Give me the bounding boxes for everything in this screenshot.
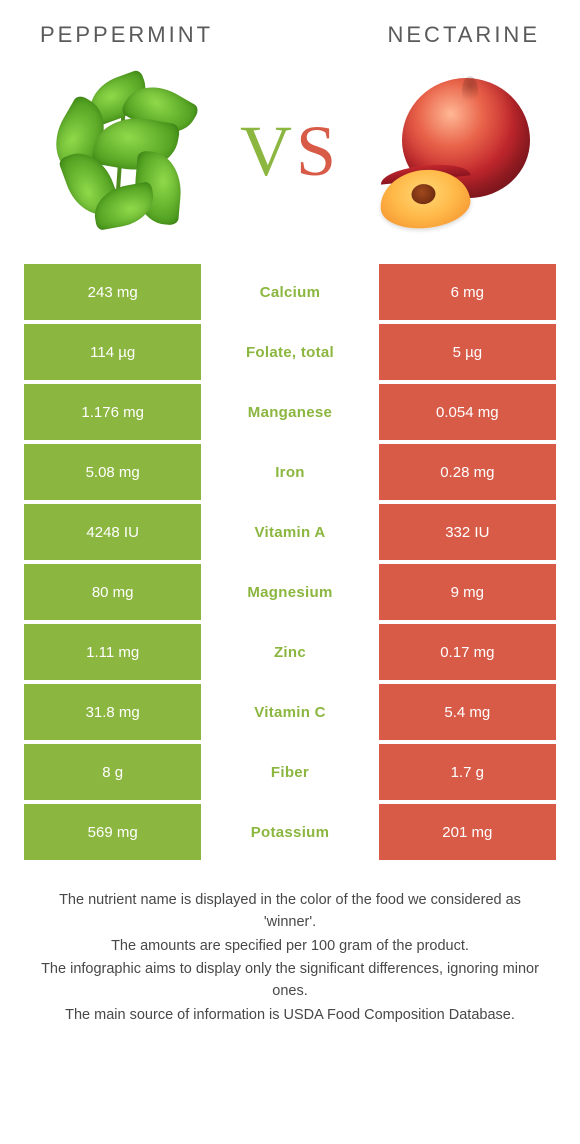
left-value-cell: 569 mg bbox=[24, 804, 201, 860]
right-value-cell: 6 mg bbox=[379, 264, 556, 320]
footer-line: The nutrient name is displayed in the co… bbox=[34, 890, 546, 934]
right-food-title: Nectarine bbox=[388, 22, 541, 48]
table-row: 8 gFiber1.7 g bbox=[24, 744, 556, 800]
right-value-cell: 0.28 mg bbox=[379, 444, 556, 500]
table-row: 4248 IUVitamin A332 IU bbox=[24, 504, 556, 560]
footer-line: The main source of information is USDA F… bbox=[34, 1005, 546, 1027]
nutrient-name-cell: Fiber bbox=[201, 744, 378, 800]
vs-s: S bbox=[296, 111, 340, 191]
table-row: 1.176 mgManganese0.054 mg bbox=[24, 384, 556, 440]
table-row: 1.11 mgZinc0.17 mg bbox=[24, 624, 556, 680]
footer-notes: The nutrient name is displayed in the co… bbox=[0, 864, 580, 1027]
footer-line: The amounts are specified per 100 gram o… bbox=[34, 936, 546, 958]
footer-line: The infographic aims to display only the… bbox=[34, 959, 546, 1003]
table-row: 31.8 mgVitamin C5.4 mg bbox=[24, 684, 556, 740]
right-value-cell: 5 µg bbox=[379, 324, 556, 380]
left-food-title: Peppermint bbox=[40, 22, 213, 48]
table-row: 243 mgCalcium6 mg bbox=[24, 264, 556, 320]
left-value-cell: 5.08 mg bbox=[24, 444, 201, 500]
header: Peppermint Nectarine bbox=[0, 0, 580, 58]
nutrient-name-cell: Vitamin C bbox=[201, 684, 378, 740]
nectarine-image bbox=[374, 66, 544, 236]
right-value-cell: 1.7 g bbox=[379, 744, 556, 800]
nutrient-name-cell: Magnesium bbox=[201, 564, 378, 620]
left-value-cell: 31.8 mg bbox=[24, 684, 201, 740]
table-row: 569 mgPotassium201 mg bbox=[24, 804, 556, 860]
nutrient-name-cell: Folate, total bbox=[201, 324, 378, 380]
nutrient-name-cell: Potassium bbox=[201, 804, 378, 860]
table-row: 114 µgFolate, total5 µg bbox=[24, 324, 556, 380]
right-value-cell: 201 mg bbox=[379, 804, 556, 860]
comparison-table: 243 mgCalcium6 mg114 µgFolate, total5 µg… bbox=[0, 264, 580, 860]
right-value-cell: 0.054 mg bbox=[379, 384, 556, 440]
hero: VS bbox=[0, 58, 580, 264]
left-value-cell: 243 mg bbox=[24, 264, 201, 320]
table-row: 5.08 mgIron0.28 mg bbox=[24, 444, 556, 500]
nutrient-name-cell: Calcium bbox=[201, 264, 378, 320]
right-value-cell: 5.4 mg bbox=[379, 684, 556, 740]
left-value-cell: 80 mg bbox=[24, 564, 201, 620]
vs-label: VS bbox=[240, 110, 340, 193]
peppermint-image bbox=[36, 66, 206, 236]
table-row: 80 mgMagnesium9 mg bbox=[24, 564, 556, 620]
right-value-cell: 9 mg bbox=[379, 564, 556, 620]
right-value-cell: 332 IU bbox=[379, 504, 556, 560]
left-value-cell: 1.176 mg bbox=[24, 384, 201, 440]
nutrient-name-cell: Zinc bbox=[201, 624, 378, 680]
nutrient-name-cell: Manganese bbox=[201, 384, 378, 440]
nutrient-name-cell: Iron bbox=[201, 444, 378, 500]
right-value-cell: 0.17 mg bbox=[379, 624, 556, 680]
nutrient-name-cell: Vitamin A bbox=[201, 504, 378, 560]
vs-v: V bbox=[240, 111, 296, 191]
left-value-cell: 114 µg bbox=[24, 324, 201, 380]
left-value-cell: 1.11 mg bbox=[24, 624, 201, 680]
left-value-cell: 4248 IU bbox=[24, 504, 201, 560]
left-value-cell: 8 g bbox=[24, 744, 201, 800]
